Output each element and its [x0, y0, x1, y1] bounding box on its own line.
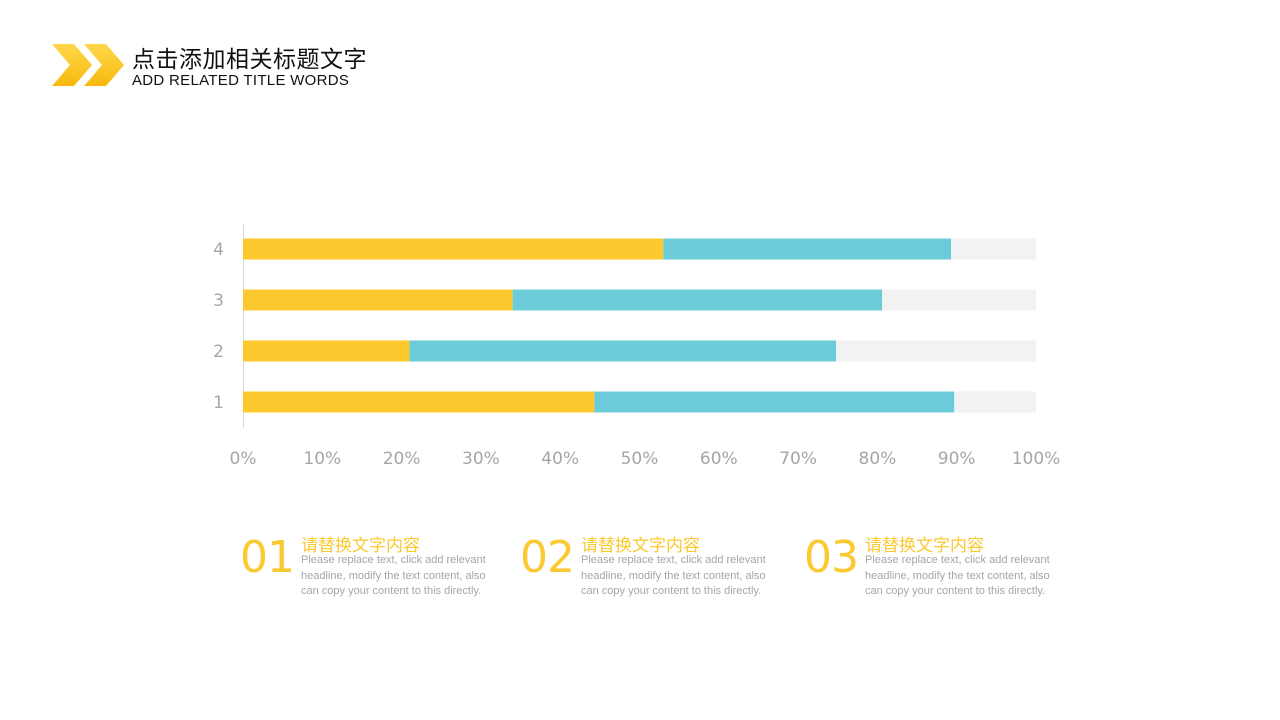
y-tick-label: 1: [213, 393, 224, 413]
bar-cat4-series2: [663, 238, 952, 260]
x-tick-label: 10%: [303, 449, 341, 469]
x-tick-label: 80%: [859, 449, 897, 469]
bar-cat3-series3: [882, 289, 1036, 311]
x-tick-label: 50%: [621, 449, 659, 469]
bar-cat1-series3: [954, 391, 1036, 413]
bar-cat1-series1: [243, 391, 595, 413]
card-body: Please replace text, click add relevant …: [581, 554, 766, 597]
info-card-3: 03 请替换文字内容 Please replace text, click ad…: [804, 530, 1054, 620]
card-heading: 请替换文字内容: [581, 536, 700, 556]
bar-cat4-series1: [243, 238, 664, 260]
x-tick-label: 60%: [700, 449, 738, 469]
x-tick-label: 20%: [383, 449, 421, 469]
x-tick-label: 40%: [541, 449, 579, 469]
card-body: Please replace text, click add relevant …: [301, 554, 486, 597]
card-heading: 请替换文字内容: [865, 536, 984, 556]
card-number: 01: [240, 532, 295, 583]
info-card-1: 01 请替换文字内容 Please replace text, click ad…: [240, 530, 490, 620]
x-tick-label: 90%: [938, 449, 976, 469]
bar-cat2-series3: [836, 340, 1036, 362]
x-tick-label: 70%: [779, 449, 817, 469]
y-tick-label: 2: [213, 342, 224, 362]
double-chevron-icon: [52, 44, 124, 86]
y-tick-label: 4: [213, 240, 224, 260]
bar-cat3-series2: [512, 289, 883, 311]
x-tick-label: 0%: [230, 449, 257, 469]
bar-cat4-series3: [951, 238, 1036, 260]
card-number: 03: [804, 532, 859, 583]
page-title: 点击添加相关标题文字: [132, 47, 367, 73]
x-tick-label: 100%: [1012, 449, 1061, 469]
bar-cat2-series2: [409, 340, 837, 362]
bar-cat3-series1: [243, 289, 513, 311]
bar-cat1-series2: [594, 391, 955, 413]
card-number: 02: [520, 532, 575, 583]
x-tick-label: 30%: [462, 449, 500, 469]
card-body: Please replace text, click add relevant …: [865, 554, 1050, 597]
card-heading: 请替换文字内容: [301, 536, 420, 556]
y-tick-label: 3: [213, 291, 224, 311]
bar-cat2-series1: [243, 340, 410, 362]
info-card-2: 02 请替换文字内容 Please replace text, click ad…: [520, 530, 770, 620]
page-subtitle: ADD RELATED TITLE WORDS: [132, 72, 350, 89]
